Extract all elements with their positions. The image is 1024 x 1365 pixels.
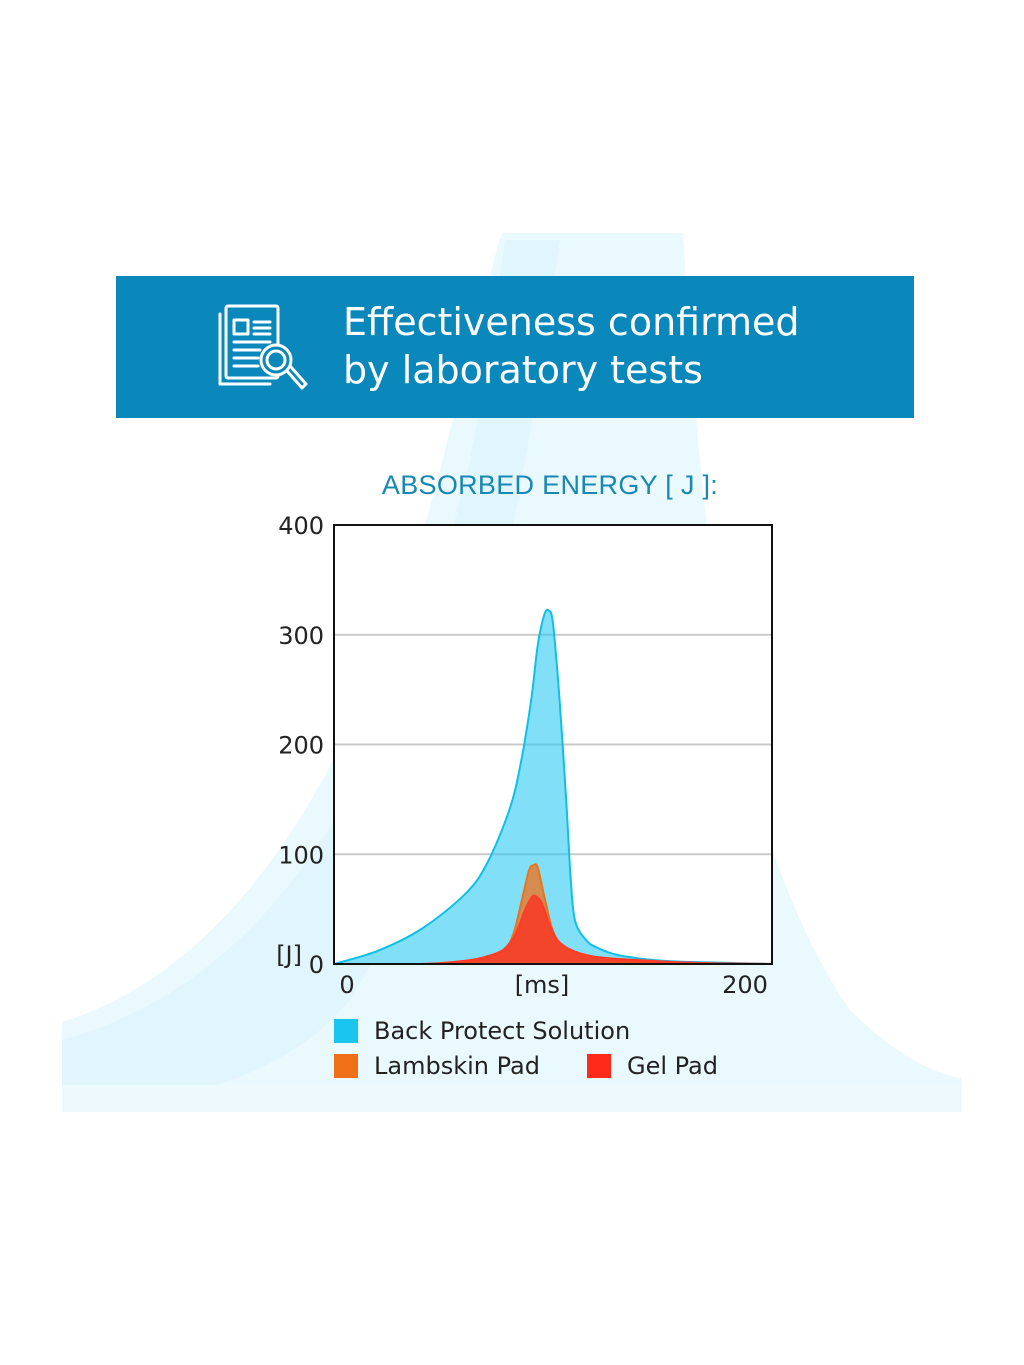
legend-swatch-lambskin [334, 1054, 358, 1078]
x-tick-200: 200 [722, 971, 768, 999]
header-banner: Effectiveness confirmed by laboratory te… [116, 276, 914, 418]
area-back-protect [334, 609, 772, 964]
legend-swatch-gel [587, 1054, 611, 1078]
headline-line-1: Effectiveness confirmed [343, 300, 800, 344]
y-tick-labels: 0 100 200 300 400 [278, 512, 324, 979]
legend-swatch-back-protect [334, 1019, 358, 1043]
document-magnifier-icon [218, 304, 308, 390]
x-tick-0: 0 [339, 971, 354, 999]
legend-label-gel: Gel Pad [627, 1052, 718, 1080]
page-headline: Effectiveness confirmed by laboratory te… [343, 298, 800, 394]
x-axis-label: [ms] [515, 971, 570, 999]
headline-line-2: by laboratory tests [343, 348, 703, 392]
legend-item-lambskin: Lambskin Pad [334, 1052, 540, 1080]
y-tick-200: 200 [278, 732, 324, 760]
legend-item-back-protect: Back Protect Solution [334, 1017, 630, 1045]
legend-item-gel: Gel Pad [587, 1052, 718, 1080]
chart-title: ABSORBED ENERGY [ J ]: [381, 470, 719, 500]
y-tick-300: 300 [278, 622, 324, 650]
y-tick-100: 100 [278, 841, 324, 869]
plot-frame [333, 524, 773, 965]
legend-label-lambskin: Lambskin Pad [374, 1052, 540, 1080]
area-gel [334, 895, 772, 964]
legend-label-back-protect: Back Protect Solution [374, 1017, 631, 1045]
area-gel-line [334, 894, 773, 966]
x-tick-labels: 0 200 [339, 971, 768, 999]
y-tick-400: 400 [278, 512, 324, 540]
series-areas [333, 608, 773, 966]
y-tick-0: 0 [309, 951, 324, 979]
y-axis-label: [J] [276, 941, 302, 969]
area-back-protect-line [333, 608, 773, 965]
